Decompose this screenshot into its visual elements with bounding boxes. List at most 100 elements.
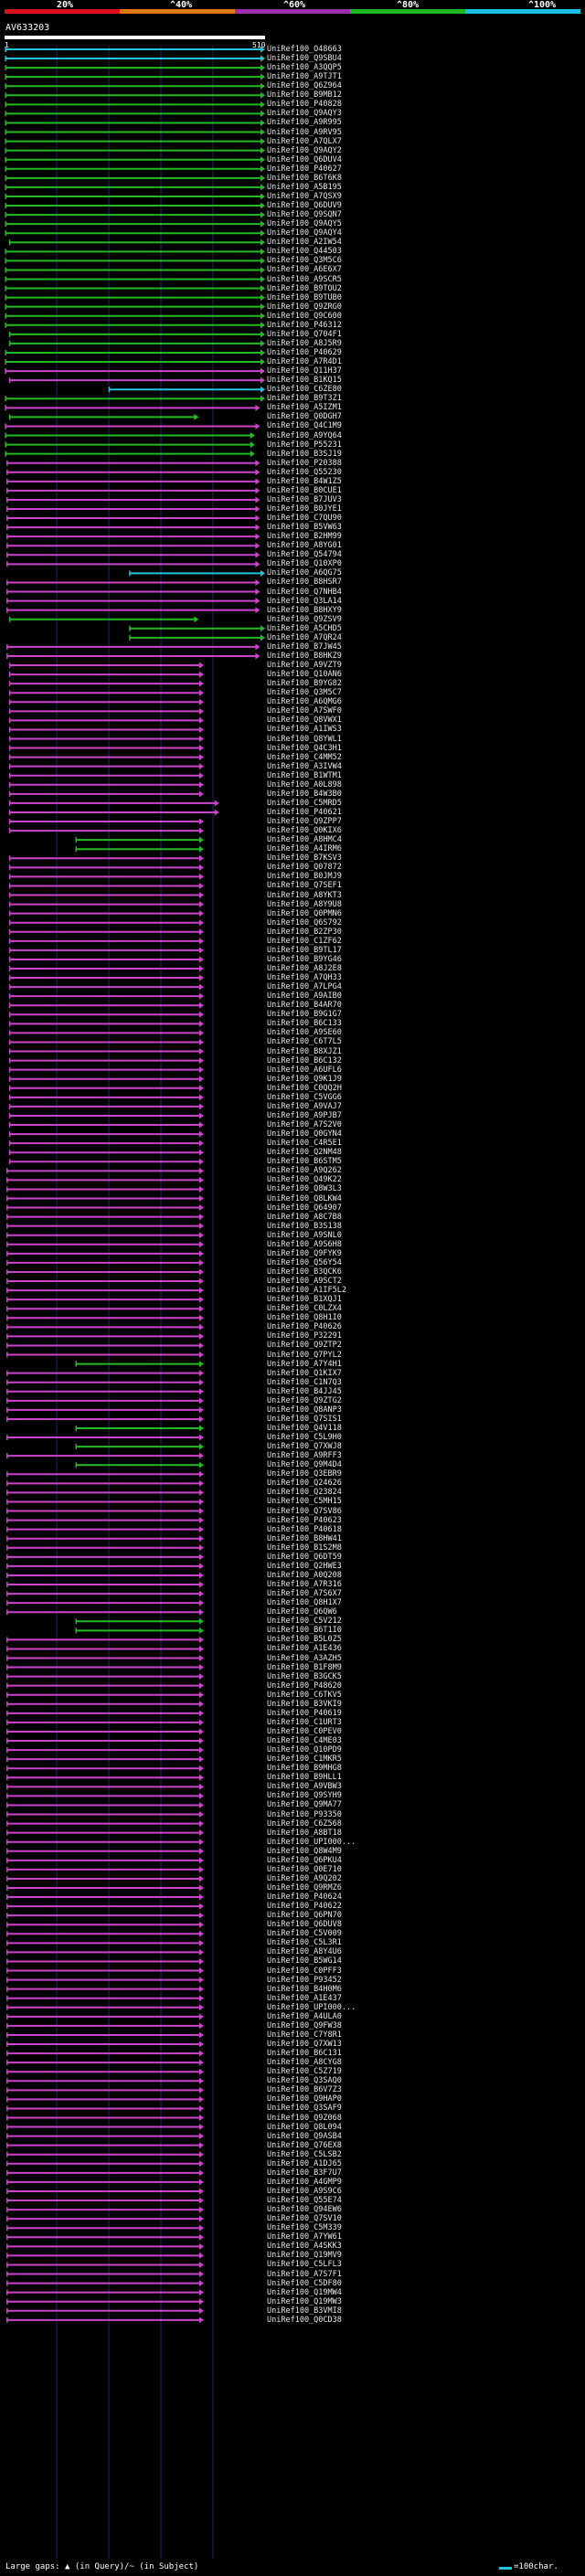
hit-label[interactable]: UniRef100_Q7PYL2 <box>267 1350 342 1360</box>
hit-label[interactable]: UniRef100_P40619 <box>267 1708 342 1718</box>
hit-label[interactable]: UniRef100_A1DJ65 <box>267 2158 342 2168</box>
hit-label[interactable]: UniRef100_B4JJ45 <box>267 1386 342 1396</box>
hit-label[interactable]: UniRef100_Q56Y54 <box>267 1257 342 1267</box>
hit-label[interactable]: UniRef100_Q6PKU4 <box>267 1855 342 1865</box>
hit-label[interactable]: UniRef100_B6C131 <box>267 2049 342 2059</box>
hit-label[interactable]: UniRef100_B3VMI8 <box>267 2306 342 2316</box>
hit-label[interactable]: UniRef100_UPI000... <box>267 2002 356 2012</box>
hit-label[interactable]: UniRef100_B5VW63 <box>267 523 342 533</box>
hit-label[interactable]: UniRef100_Q9AQY4 <box>267 228 342 239</box>
hit-label[interactable]: UniRef100_Q9AQY5 <box>267 219 342 229</box>
hit-label[interactable]: UniRef100_Q8LKW4 <box>267 1193 342 1203</box>
hit-label[interactable]: UniRef100_A6QG75 <box>267 568 342 578</box>
hit-label[interactable]: UniRef100_C5L3R1 <box>267 1938 342 1948</box>
hit-label[interactable]: UniRef100_A7QLX7 <box>267 136 342 146</box>
hit-label[interactable]: UniRef100_Q7SIS1 <box>267 1414 342 1424</box>
hit-label[interactable]: UniRef100_Q94EW6 <box>267 2205 342 2215</box>
hit-label[interactable]: UniRef100_B9HLL1 <box>267 1773 342 1783</box>
hit-label[interactable]: UniRef100_A9PJB7 <box>267 1110 342 1120</box>
hit-label[interactable]: UniRef100_Q9MA77 <box>267 1800 342 1810</box>
hit-label[interactable]: UniRef100_A9Q262 <box>267 1166 342 1176</box>
hit-label[interactable]: UniRef100_Q10AN6 <box>267 670 342 680</box>
hit-label[interactable]: UniRef100_A9SE60 <box>267 1028 342 1038</box>
hit-label[interactable]: UniRef100_Q24626 <box>267 1479 342 1489</box>
hit-label[interactable]: UniRef100_Q6DT59 <box>267 1552 342 1562</box>
hit-label[interactable]: UniRef100_A8BT18 <box>267 1828 342 1838</box>
hit-label[interactable]: UniRef100_C6T7L5 <box>267 1037 342 1047</box>
hit-label[interactable]: UniRef100_A7R4D1 <box>267 357 342 367</box>
hit-label[interactable]: UniRef100_A4SKK3 <box>267 2242 342 2252</box>
hit-label[interactable]: UniRef100_B9G1G7 <box>267 1010 342 1020</box>
hit-label[interactable]: UniRef100_A9SNL0 <box>267 1230 342 1240</box>
hit-label[interactable]: UniRef100_Q19MW3 <box>267 2296 342 2306</box>
hit-label[interactable]: UniRef100_C5Z719 <box>267 2067 342 2077</box>
hit-label[interactable]: UniRef100_A5IZM1 <box>267 403 342 413</box>
hit-label[interactable]: UniRef100_B9T3Z1 <box>267 394 342 404</box>
hit-label[interactable]: UniRef100_Q8W3L3 <box>267 1184 342 1194</box>
hit-label[interactable]: UniRef100_B7JUV3 <box>267 494 342 504</box>
hit-label[interactable]: UniRef100_Q19MW4 <box>267 2287 342 2297</box>
hit-label[interactable]: UniRef100_B3QCK6 <box>267 1267 342 1277</box>
hit-label[interactable]: UniRef100_B7KSV3 <box>267 853 342 864</box>
hit-label[interactable]: UniRef100_Q9ZPP7 <box>267 817 342 827</box>
hit-label[interactable]: UniRef100_A7LPG4 <box>267 982 342 992</box>
hit-label[interactable]: UniRef100_B3F7U7 <box>267 2168 342 2178</box>
hit-label[interactable]: UniRef100_B8HKZ9 <box>267 651 342 661</box>
hit-label[interactable]: UniRef100_Q8VWX1 <box>267 716 342 726</box>
hit-label[interactable]: UniRef100_C0PFF3 <box>267 1966 342 1976</box>
hit-label[interactable]: UniRef100_B6V7Z3 <box>267 2085 342 2095</box>
hit-label[interactable]: UniRef100_Q9FYK9 <box>267 1248 342 1258</box>
hit-label[interactable]: UniRef100_B0JMJ9 <box>267 872 342 882</box>
hit-label[interactable]: UniRef100_P93350 <box>267 1809 342 1819</box>
hit-label[interactable]: UniRef100_A4GMP9 <box>267 2177 342 2187</box>
hit-label[interactable]: UniRef100_A8Y4U6 <box>267 1947 342 1957</box>
hit-label[interactable]: UniRef100_Q6DUV9 <box>267 201 342 211</box>
hit-label[interactable]: UniRef100_Q8L094 <box>267 2122 342 2132</box>
hit-label[interactable]: UniRef100_B4H0M6 <box>267 1984 342 1994</box>
hit-label[interactable]: UniRef100_Q10PD9 <box>267 1745 342 1755</box>
hit-label[interactable]: UniRef100_B5WG14 <box>267 1956 342 1966</box>
hit-label[interactable]: UniRef100_C7QU90 <box>267 514 342 524</box>
hit-label[interactable]: UniRef100_Q0CD38 <box>267 2315 342 2325</box>
hit-label[interactable]: UniRef100_Q9ZTP2 <box>267 1341 342 1351</box>
hit-label[interactable]: UniRef100_Q0PMN6 <box>267 908 342 918</box>
hit-label[interactable]: UniRef100_Q9SBU4 <box>267 54 342 64</box>
hit-label[interactable]: UniRef100_C6Z568 <box>267 1818 342 1829</box>
hit-label[interactable]: UniRef100_Q2HWE3 <box>267 1561 342 1571</box>
hit-label[interactable]: UniRef100_Q704F1 <box>267 329 342 339</box>
hit-label[interactable]: UniRef100_UPI000... <box>267 1837 356 1847</box>
hit-label[interactable]: UniRef100_Q9ZSV9 <box>267 614 342 624</box>
hit-label[interactable]: UniRef100_Q1KIX7 <box>267 1368 342 1378</box>
hit-label[interactable]: UniRef100_Q44503 <box>267 247 342 257</box>
hit-label[interactable]: UniRef100_B9YG82 <box>267 679 342 689</box>
hit-label[interactable]: UniRef100_O48663 <box>267 45 342 54</box>
hit-label[interactable]: UniRef100_Q4C3H1 <box>267 743 342 753</box>
hit-label[interactable]: UniRef100_Q9Z068 <box>267 2113 342 2123</box>
hit-label[interactable]: UniRef100_A7QSX9 <box>267 191 342 201</box>
hit-label[interactable]: UniRef100_P46312 <box>267 320 342 330</box>
hit-label[interactable]: UniRef100_A9S9C6 <box>267 2186 342 2196</box>
hit-label[interactable]: UniRef100_B4W1Z5 <box>267 476 342 486</box>
hit-label[interactable]: UniRef100_A9SCR5 <box>267 274 342 284</box>
hit-label[interactable]: UniRef100_A3QQP5 <box>267 63 342 73</box>
hit-label[interactable]: UniRef100_Q7SV10 <box>267 2214 342 2224</box>
hit-label[interactable]: UniRef100_Q6DUV8 <box>267 1920 342 1930</box>
hit-label[interactable]: UniRef100_A9Q202 <box>267 1873 342 1883</box>
hit-label[interactable]: UniRef100_A1E437 <box>267 1993 342 2003</box>
hit-label[interactable]: UniRef100_A9S6H8 <box>267 1239 342 1249</box>
hit-label[interactable]: UniRef100_A5B195 <box>267 182 342 192</box>
hit-label[interactable]: UniRef100_Q9C600 <box>267 311 342 321</box>
hit-label[interactable]: UniRef100_P40629 <box>267 347 342 357</box>
hit-label[interactable]: UniRef100_C6ZE80 <box>267 385 342 395</box>
hit-label[interactable]: UniRef100_A1E436 <box>267 1644 342 1654</box>
hit-label[interactable]: UniRef100_Q9FW38 <box>267 2020 342 2030</box>
hit-label[interactable]: UniRef100_Q49K22 <box>267 1175 342 1185</box>
hit-label[interactable]: UniRef100_B8HSR7 <box>267 578 342 588</box>
hit-label[interactable]: UniRef100_Q6QW6 <box>267 1607 337 1617</box>
hit-label[interactable]: UniRef100_B6T6K8 <box>267 173 342 183</box>
hit-label[interactable]: UniRef100_Q7XWJ8 <box>267 1442 342 1452</box>
hit-label[interactable]: UniRef100_C5LSB2 <box>267 2149 342 2159</box>
hit-label[interactable]: UniRef100_A3IVW4 <box>267 761 342 771</box>
hit-label[interactable]: UniRef100_A9AIB0 <box>267 991 342 1002</box>
hit-label[interactable]: UniRef100_A8YG01 <box>267 541 342 551</box>
